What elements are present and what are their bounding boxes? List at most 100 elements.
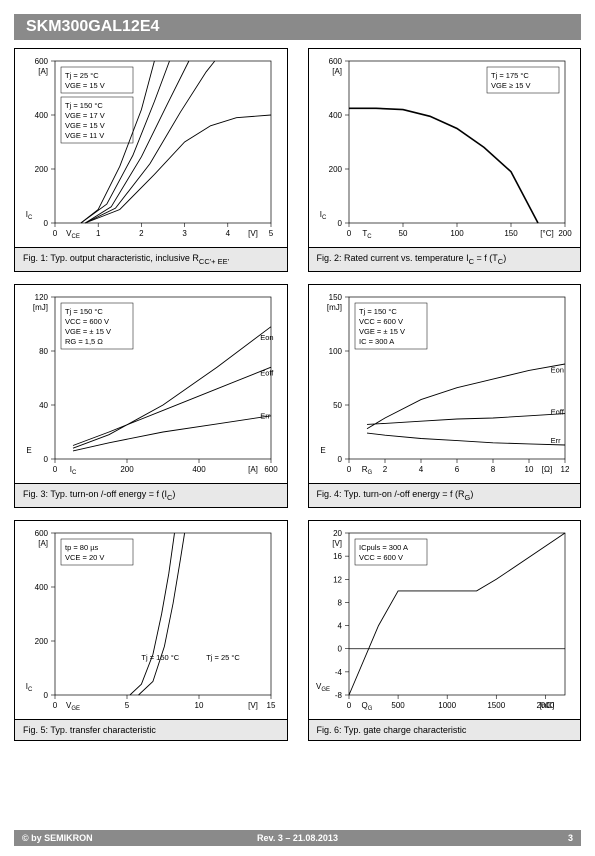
svg-text:0: 0 bbox=[53, 229, 58, 238]
svg-text:0: 0 bbox=[337, 644, 342, 653]
svg-text:[mJ]: [mJ] bbox=[326, 303, 341, 312]
svg-text:5: 5 bbox=[125, 701, 130, 710]
svg-text:IC = 300 A: IC = 300 A bbox=[359, 337, 394, 346]
svg-text:[V]: [V] bbox=[248, 229, 258, 238]
svg-text:VCC = 600 V: VCC = 600 V bbox=[359, 553, 403, 562]
svg-text:5: 5 bbox=[269, 229, 274, 238]
svg-text:200: 200 bbox=[35, 637, 49, 646]
svg-text:10: 10 bbox=[524, 465, 533, 474]
svg-text:200: 200 bbox=[328, 165, 342, 174]
svg-text:50: 50 bbox=[333, 401, 342, 410]
svg-text:IC: IC bbox=[319, 210, 326, 221]
fig5: 0510150200400600[A]IC[V]VGETj = 150 °CTj… bbox=[14, 520, 288, 741]
svg-text:VCC = 600 V: VCC = 600 V bbox=[359, 317, 403, 326]
svg-text:400: 400 bbox=[35, 111, 49, 120]
svg-text:600: 600 bbox=[35, 57, 49, 66]
svg-text:400: 400 bbox=[192, 465, 206, 474]
svg-text:VGE: VGE bbox=[66, 701, 80, 712]
svg-text:E: E bbox=[320, 446, 325, 455]
svg-text:80: 80 bbox=[39, 347, 48, 356]
svg-text:1500: 1500 bbox=[487, 701, 505, 710]
svg-text:150: 150 bbox=[328, 293, 342, 302]
fig3-caption: Fig. 3: Typ. turn-on /-off energy = f (I… bbox=[15, 483, 287, 507]
svg-text:[A]: [A] bbox=[248, 465, 258, 474]
svg-text:Tj = 150 °C: Tj = 150 °C bbox=[141, 652, 179, 661]
svg-text:0: 0 bbox=[346, 465, 351, 474]
svg-text:RG: RG bbox=[361, 465, 372, 476]
fig1-caption: Fig. 1: Typ. output characteristic, incl… bbox=[15, 247, 287, 271]
svg-text:0: 0 bbox=[53, 701, 58, 710]
svg-text:VCE = 20 V: VCE = 20 V bbox=[65, 553, 104, 562]
svg-text:600: 600 bbox=[328, 57, 342, 66]
svg-text:tp = 80 µs: tp = 80 µs bbox=[65, 543, 99, 552]
svg-text:6: 6 bbox=[454, 465, 459, 474]
svg-text:Eoff: Eoff bbox=[550, 408, 564, 417]
svg-text:IC: IC bbox=[26, 210, 33, 221]
svg-text:0: 0 bbox=[346, 229, 351, 238]
svg-text:600: 600 bbox=[264, 465, 278, 474]
fig2-caption: Fig. 2: Rated current vs. temperature IC… bbox=[309, 247, 581, 271]
svg-text:Eon: Eon bbox=[550, 365, 563, 374]
fig2: 0501001502000200400600[A]IC[°C]TCTj = 17… bbox=[308, 48, 582, 272]
svg-text:VGE: VGE bbox=[315, 682, 329, 693]
svg-text:200: 200 bbox=[558, 229, 572, 238]
svg-text:[V]: [V] bbox=[248, 701, 258, 710]
svg-text:VGE = ± 15 V: VGE = ± 15 V bbox=[359, 327, 405, 336]
svg-text:[V]: [V] bbox=[332, 539, 342, 548]
fig5-caption: Fig. 5: Typ. transfer characteristic bbox=[15, 719, 287, 740]
svg-text:VCC = 600 V: VCC = 600 V bbox=[65, 317, 109, 326]
svg-text:600: 600 bbox=[35, 529, 49, 538]
svg-text:8: 8 bbox=[337, 598, 342, 607]
svg-text:12: 12 bbox=[560, 465, 569, 474]
page-footer: © by SEMIKRON Rev. 3 – 21.08.2013 3 bbox=[14, 830, 581, 846]
svg-text:100: 100 bbox=[328, 347, 342, 356]
svg-text:[A]: [A] bbox=[38, 539, 48, 548]
svg-text:0: 0 bbox=[53, 465, 58, 474]
svg-text:Tj = 175 °C: Tj = 175 °C bbox=[491, 71, 529, 80]
svg-text:0: 0 bbox=[44, 455, 49, 464]
svg-text:0: 0 bbox=[337, 455, 342, 464]
svg-text:3: 3 bbox=[182, 229, 187, 238]
svg-text:Tj = 150 °C: Tj = 150 °C bbox=[359, 307, 397, 316]
svg-text:0: 0 bbox=[337, 219, 342, 228]
svg-text:400: 400 bbox=[35, 583, 49, 592]
svg-text:20: 20 bbox=[333, 529, 342, 538]
svg-text:[A]: [A] bbox=[332, 67, 342, 76]
svg-text:40: 40 bbox=[39, 401, 48, 410]
svg-text:ICpuls = 300 A: ICpuls = 300 A bbox=[359, 543, 408, 552]
svg-text:500: 500 bbox=[391, 701, 405, 710]
svg-text:-4: -4 bbox=[334, 667, 342, 676]
svg-text:Tj = 25 °C: Tj = 25 °C bbox=[206, 652, 240, 661]
svg-text:400: 400 bbox=[328, 111, 342, 120]
svg-text:RG = 1,5 Ω: RG = 1,5 Ω bbox=[65, 337, 103, 346]
svg-text:200: 200 bbox=[120, 465, 134, 474]
fig3: 020040060004080120[mJ]E[A]ICEonEoffErrTj… bbox=[14, 284, 288, 508]
svg-text:2: 2 bbox=[382, 465, 387, 474]
svg-text:4: 4 bbox=[418, 465, 423, 474]
svg-text:Tj = 150 °C: Tj = 150 °C bbox=[65, 101, 103, 110]
svg-text:4: 4 bbox=[337, 621, 342, 630]
svg-text:Err: Err bbox=[260, 411, 271, 420]
svg-text:VGE = ± 15 V: VGE = ± 15 V bbox=[65, 327, 111, 336]
svg-text:15: 15 bbox=[267, 701, 276, 710]
fig4-caption: Fig. 4: Typ. turn-on /-off energy = f (R… bbox=[309, 483, 581, 507]
svg-text:1000: 1000 bbox=[438, 701, 456, 710]
svg-text:0: 0 bbox=[346, 701, 351, 710]
svg-text:2: 2 bbox=[139, 229, 144, 238]
svg-text:200: 200 bbox=[35, 165, 49, 174]
svg-text:Eon: Eon bbox=[260, 333, 273, 342]
svg-text:10: 10 bbox=[195, 701, 204, 710]
page-title: SKM300GAL12E4 bbox=[14, 14, 581, 40]
svg-text:[°C]: [°C] bbox=[540, 229, 553, 238]
svg-text:VGE = 15 V: VGE = 15 V bbox=[65, 81, 105, 90]
svg-text:VGE = 15 V: VGE = 15 V bbox=[65, 121, 105, 130]
svg-text:VGE ≥ 15 V: VGE ≥ 15 V bbox=[491, 81, 531, 90]
svg-text:Tj = 25 °C: Tj = 25 °C bbox=[65, 71, 99, 80]
svg-text:[A]: [A] bbox=[38, 67, 48, 76]
svg-text:QG: QG bbox=[361, 701, 372, 712]
chart-grid: 0123450200400600[A]IC[V]VCETj = 25 °CVGE… bbox=[0, 48, 595, 741]
fig4: 024681012050100150[mJ]E[Ω]RGEonEoffErrTj… bbox=[308, 284, 582, 508]
svg-text:-8: -8 bbox=[334, 691, 342, 700]
svg-text:12: 12 bbox=[333, 575, 342, 584]
svg-text:VGE = 17 V: VGE = 17 V bbox=[65, 111, 105, 120]
